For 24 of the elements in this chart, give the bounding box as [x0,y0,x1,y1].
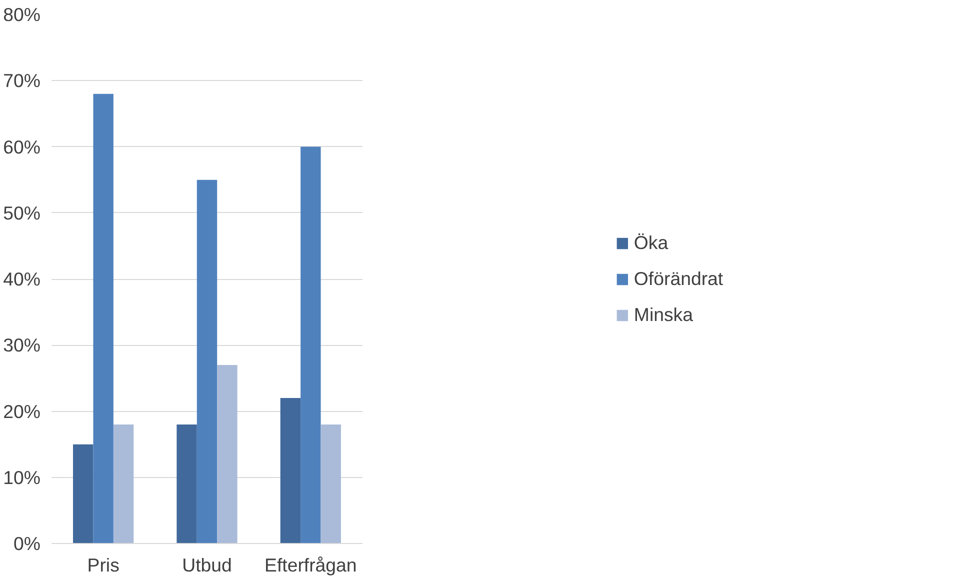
y-tick-label: 10% [3,466,41,488]
bar [113,424,134,544]
legend-label: Oförändrat [634,268,724,290]
legend-label: Minska [634,304,693,326]
bar [176,424,197,544]
y-tick-label: 20% [3,400,41,422]
bar [93,94,114,544]
x-tick-label: Efterfrågan [264,554,357,576]
x-tick-label: Utbud [182,554,232,576]
bar [280,398,301,544]
bar [300,146,321,544]
y-tick-label: 60% [3,136,41,158]
y-tick-label: 70% [3,70,41,92]
y-tick-label: 40% [3,268,41,290]
y-tick-label: 50% [3,202,41,224]
y-tick-label: 30% [3,334,41,356]
bar [73,444,94,544]
bar [217,364,238,544]
y-tick-label: 0% [14,533,41,554]
bar [196,180,218,544]
y-tick-label: 80% [3,4,41,25]
x-tick-label: Pris [87,554,120,576]
legend-label: Öka [634,232,668,254]
bar [320,424,341,544]
